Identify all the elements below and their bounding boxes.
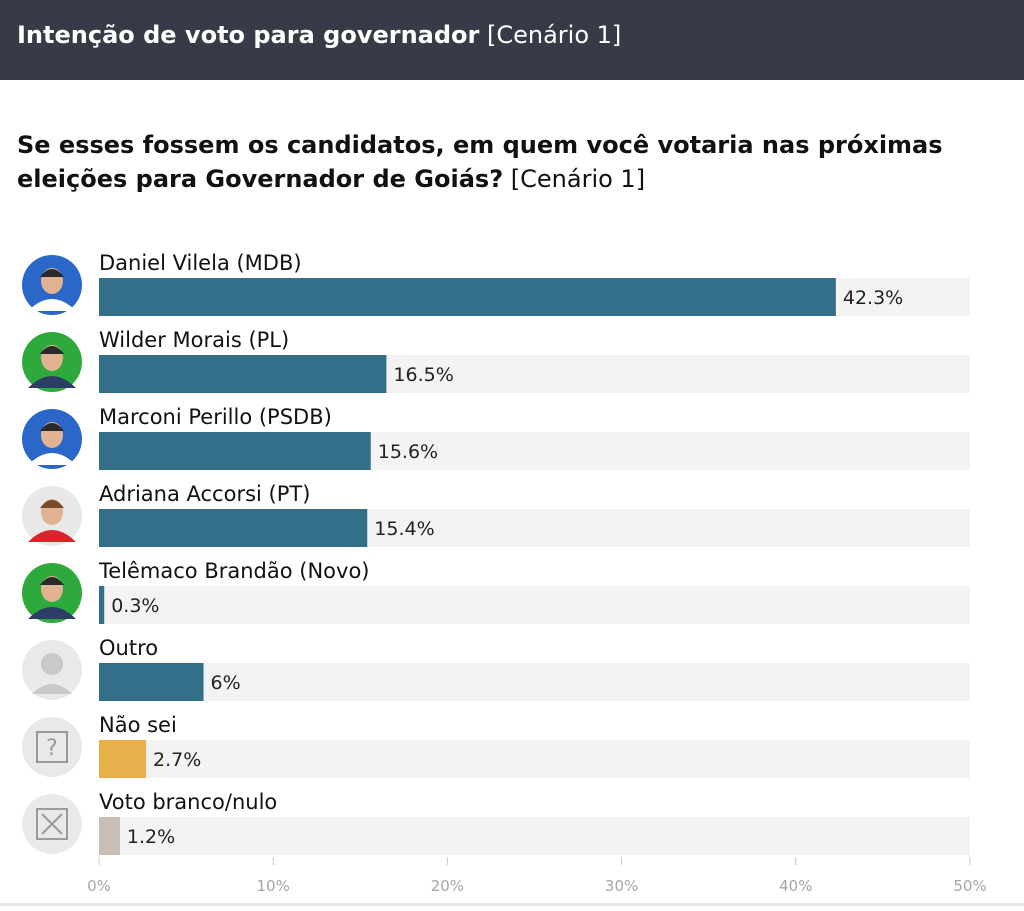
bottom-divider <box>0 903 1024 906</box>
bar-0 <box>99 278 836 316</box>
candidate-avatar-icon <box>22 255 82 315</box>
value-label: 6% <box>211 672 241 694</box>
x-tick-label: 10% <box>257 877 290 895</box>
candidate-avatar-icon <box>22 332 82 392</box>
value-label: 2.7% <box>153 749 201 771</box>
category-label: Telêmaco Brandão (Novo) <box>98 559 370 583</box>
bar-track <box>99 663 970 701</box>
header-title-suffix: [Cenário 1] <box>487 21 622 49</box>
x-tick-label: 0% <box>87 877 111 895</box>
question-mark-icon: ? <box>22 717 82 777</box>
value-label: 15.6% <box>378 441 438 463</box>
question-text: Se esses fossem os candidatos, em quem v… <box>17 128 1007 196</box>
person-placeholder-icon <box>22 640 82 700</box>
x-tick-label: 50% <box>953 877 986 895</box>
candidate-avatar-icon <box>22 409 82 469</box>
category-label: Outro <box>99 636 158 660</box>
bar-track <box>99 586 970 624</box>
value-label: 15.4% <box>374 518 434 540</box>
category-label: Adriana Accorsi (PT) <box>99 482 310 506</box>
category-label: Voto branco/nulo <box>99 790 277 814</box>
bar-1 <box>99 355 387 393</box>
value-label: 42.3% <box>843 287 903 309</box>
question-suffix: [Cenário 1] <box>510 165 646 193</box>
value-label: 16.5% <box>393 364 453 386</box>
bar-5 <box>99 663 204 701</box>
bar-track <box>99 817 970 855</box>
category-label: Wilder Morais (PL) <box>99 328 289 352</box>
value-label: 0.3% <box>111 595 159 617</box>
category-label: Não sei <box>99 713 177 737</box>
bar-track <box>99 740 970 778</box>
x-tick-label: 20% <box>431 877 464 895</box>
svg-text:?: ? <box>46 736 58 761</box>
x-tick-label: 30% <box>605 877 638 895</box>
question-bold: Se esses fossem os candidatos, em quem v… <box>17 131 943 193</box>
x-tick-label: 40% <box>779 877 812 895</box>
candidate-avatar-icon <box>22 563 82 623</box>
bar-2 <box>99 432 371 470</box>
category-label: Daniel Vilela (MDB) <box>99 251 302 275</box>
bar-3 <box>99 509 368 547</box>
bar-6 <box>99 740 147 778</box>
bar-7 <box>99 817 120 855</box>
bar-4 <box>99 586 105 624</box>
category-label: Marconi Perillo (PSDB) <box>99 405 332 429</box>
x-box-icon <box>22 794 82 854</box>
candidate-avatar-icon <box>22 486 82 546</box>
header-title: Intenção de voto para governador <box>17 21 480 49</box>
value-label: 1.2% <box>127 826 175 848</box>
chart-header: Intenção de voto para governador [Cenári… <box>0 0 1024 80</box>
